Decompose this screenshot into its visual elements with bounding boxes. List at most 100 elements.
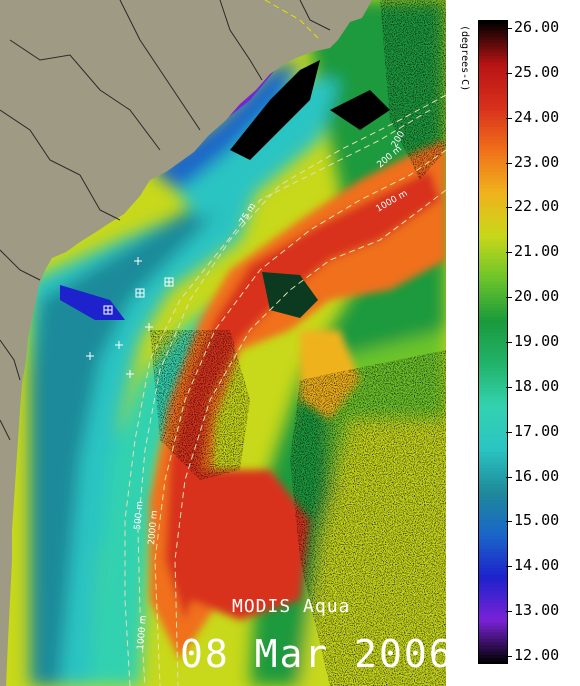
colorbar-band bbox=[478, 229, 508, 234]
colorbar-tick bbox=[506, 611, 512, 612]
colorbar-band bbox=[478, 554, 508, 559]
colorbar-band bbox=[478, 551, 508, 556]
colorbar-band bbox=[478, 461, 508, 465]
colorbar-band bbox=[478, 152, 508, 156]
colorbar-band bbox=[478, 393, 508, 398]
colorbar-band bbox=[478, 187, 508, 192]
colorbar-band bbox=[478, 480, 508, 485]
colorbar-band bbox=[478, 116, 508, 121]
colorbar-band bbox=[478, 602, 508, 607]
colorbar-band bbox=[478, 332, 508, 337]
river-6 bbox=[299, 0, 331, 31]
colorbar-band bbox=[478, 615, 508, 620]
colorbar-band bbox=[478, 531, 508, 536]
colorbar-label: 25.00 bbox=[514, 63, 560, 81]
colorbar-band bbox=[478, 577, 508, 581]
colorbar-label: 19.00 bbox=[514, 332, 560, 350]
colorbar-band bbox=[478, 245, 508, 250]
colorbar-band bbox=[478, 168, 508, 172]
colorbar-band bbox=[478, 412, 508, 417]
colorbar-band bbox=[478, 255, 508, 259]
colorbar-band bbox=[478, 177, 508, 182]
colorbar-band bbox=[478, 148, 508, 153]
colorbar-band bbox=[478, 45, 508, 50]
colorbar-band bbox=[478, 573, 508, 578]
colorbar-band bbox=[478, 110, 508, 114]
colorbar-band bbox=[478, 654, 508, 659]
colorbar-band bbox=[478, 457, 508, 462]
zone-blue-coast bbox=[150, 60, 300, 190]
colorbar-band bbox=[478, 345, 508, 350]
colorbar-band bbox=[478, 322, 508, 327]
colorbar-band bbox=[478, 496, 508, 501]
colorbar-band bbox=[478, 647, 508, 652]
colorbar-band bbox=[478, 342, 508, 346]
colorbar-band bbox=[478, 628, 508, 633]
colorbar-band bbox=[478, 293, 508, 298]
colorbar-band bbox=[478, 454, 508, 459]
colorbar-band bbox=[478, 351, 508, 356]
colorbar-band bbox=[478, 132, 508, 137]
contour-1000m bbox=[154, 149, 446, 686]
colorbar-band bbox=[478, 618, 508, 623]
colorbar bbox=[478, 20, 508, 664]
colorbar-band bbox=[478, 438, 508, 443]
river-1 bbox=[9, 39, 161, 151]
colorbar-band bbox=[478, 235, 508, 240]
colorbar-band bbox=[478, 425, 508, 430]
colorbar-tick bbox=[506, 656, 512, 657]
colorbar-band bbox=[478, 29, 508, 34]
colorbar-band bbox=[478, 171, 508, 176]
colorbar-tick bbox=[506, 73, 512, 74]
colorbar-band bbox=[478, 303, 508, 308]
colorbar-band bbox=[478, 71, 508, 76]
colorbar-band bbox=[478, 325, 508, 330]
colorbar-band bbox=[478, 428, 508, 433]
colorbar-band bbox=[478, 354, 508, 359]
station-marker-plus bbox=[134, 257, 142, 265]
station-marker-plus bbox=[145, 323, 153, 331]
colorbar-band bbox=[478, 68, 508, 73]
river-5 bbox=[219, 0, 263, 81]
colorbar-band bbox=[478, 232, 508, 237]
colorbar-label: 14.00 bbox=[514, 556, 560, 574]
colorbar-band bbox=[478, 383, 508, 388]
colorbar-band bbox=[478, 651, 508, 655]
colorbar-band bbox=[478, 493, 508, 498]
colorbar-band bbox=[478, 190, 508, 195]
colorbar-band bbox=[478, 544, 508, 549]
colorbar-band bbox=[478, 287, 508, 292]
colorbar-label: 18.00 bbox=[514, 377, 560, 395]
colorbar-band bbox=[478, 586, 508, 591]
colorbar-band bbox=[478, 90, 508, 95]
colorbar-band bbox=[478, 374, 508, 379]
colorbar-band bbox=[478, 36, 508, 40]
colorbar-band bbox=[478, 528, 508, 533]
colorbar-band bbox=[478, 583, 508, 588]
colorbar-band bbox=[478, 596, 508, 601]
colorbar-band bbox=[478, 267, 508, 272]
colorbar-band bbox=[478, 306, 508, 311]
colorbar-band bbox=[478, 309, 508, 314]
colorbar-band bbox=[478, 635, 508, 639]
colorbar-band bbox=[478, 399, 508, 404]
colorbar-band bbox=[478, 644, 508, 649]
colorbar-band bbox=[478, 432, 508, 436]
sensor-label: MODIS Aqua bbox=[232, 596, 351, 617]
colorbar-band bbox=[478, 445, 508, 449]
colorbar-band bbox=[478, 271, 508, 275]
colorbar-band bbox=[478, 219, 508, 224]
colorbar-band bbox=[478, 113, 508, 118]
colorbar-band bbox=[478, 74, 508, 79]
colorbar-band bbox=[478, 216, 508, 221]
river-2 bbox=[0, 109, 121, 221]
colorbar-band bbox=[478, 103, 508, 108]
colorbar-band bbox=[478, 155, 508, 160]
blue-nearshore bbox=[60, 285, 125, 320]
colorbar-band bbox=[478, 464, 508, 469]
colorbar-band bbox=[478, 213, 508, 218]
colorbar-band bbox=[478, 483, 508, 488]
colorbar-band bbox=[478, 290, 508, 295]
colorbar-label: 21.00 bbox=[514, 242, 560, 260]
cloud-speckle-east bbox=[290, 350, 446, 686]
